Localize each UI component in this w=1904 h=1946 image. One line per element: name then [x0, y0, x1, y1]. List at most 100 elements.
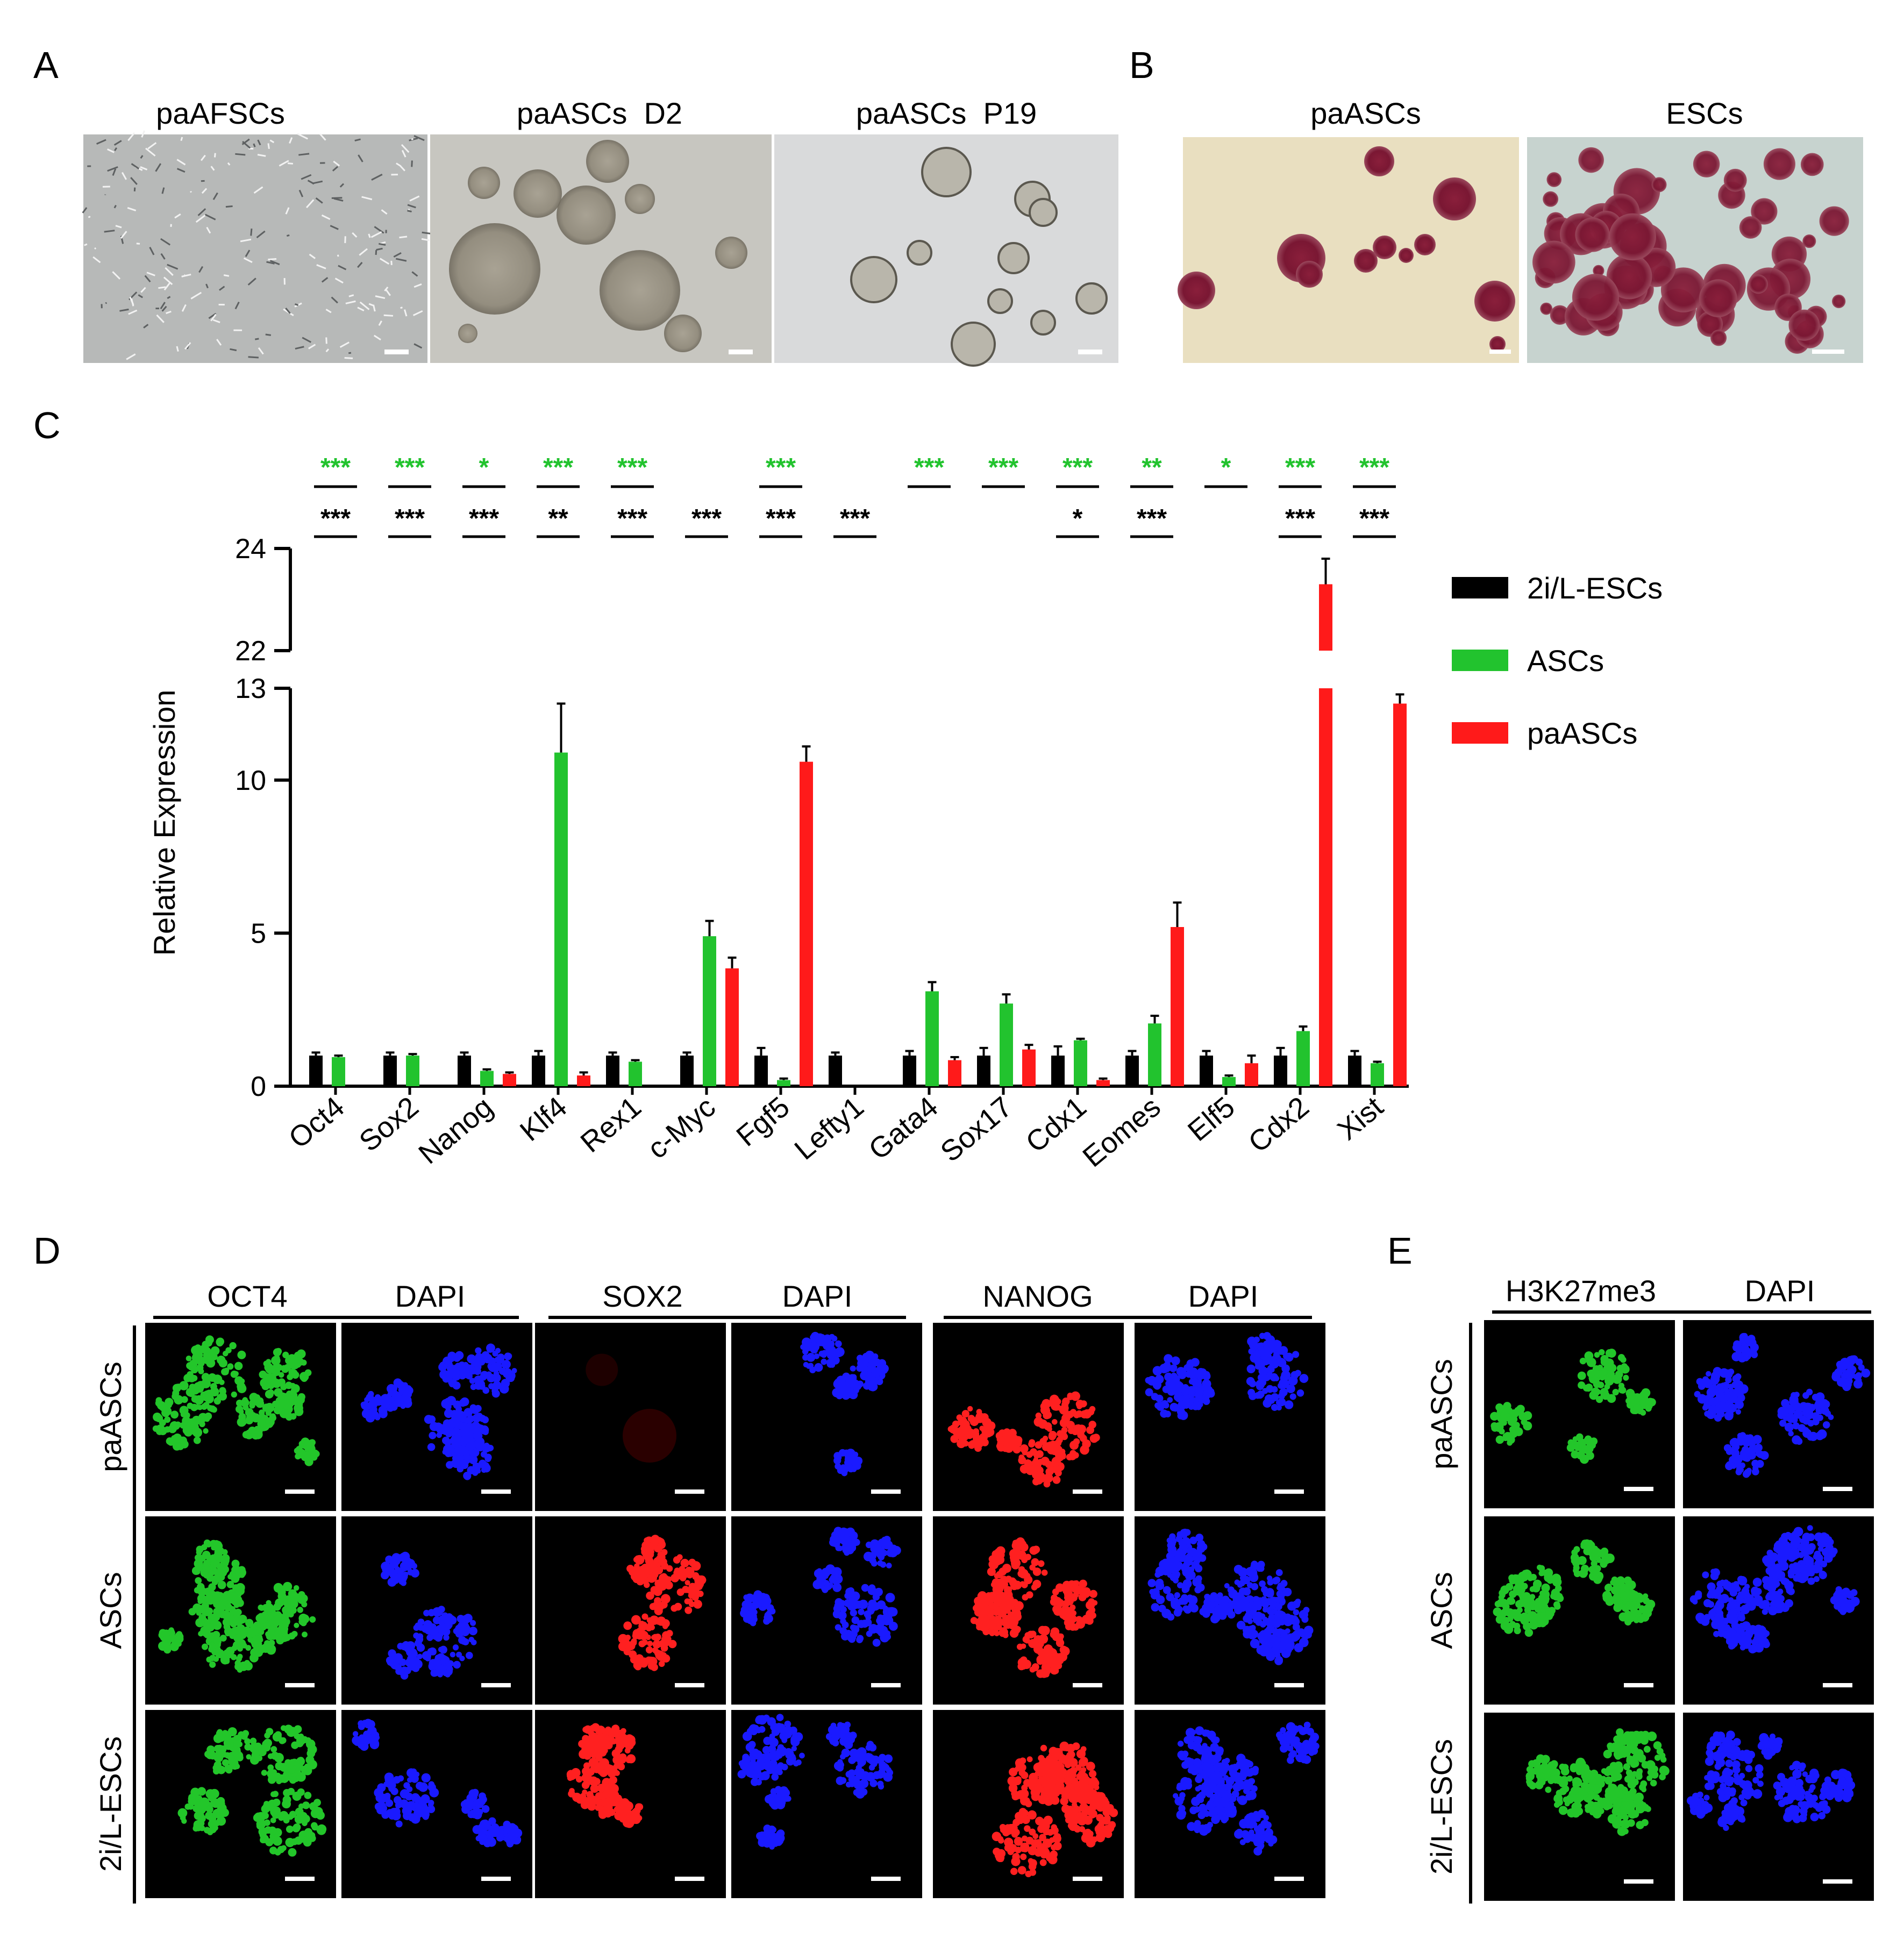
nucleus: [850, 1609, 858, 1617]
nucleus: [1292, 1623, 1300, 1631]
bar-paASCs: [725, 968, 739, 1086]
nucleus: [239, 1383, 246, 1390]
nucleus: [1276, 1405, 1282, 1411]
nucleus: [206, 1623, 215, 1632]
nucleus: [223, 1591, 232, 1601]
sig-green: ***: [766, 453, 796, 482]
cell-streak: [181, 273, 191, 277]
nucleus: [1175, 1385, 1181, 1391]
nucleus: [417, 1653, 423, 1659]
cell-streak: [181, 304, 187, 312]
nucleus: [604, 1741, 613, 1750]
cell-streak: [107, 166, 118, 172]
nucleus: [1256, 1565, 1263, 1572]
nucleus: [781, 1764, 788, 1771]
nucleus: [583, 1762, 590, 1770]
nucleus: [1202, 1379, 1211, 1389]
cell-streak: [325, 348, 330, 353]
ap-colony: [1532, 240, 1575, 284]
nucleus: [301, 1601, 308, 1608]
nucleus: [208, 1583, 216, 1591]
nucleus: [472, 1463, 481, 1471]
nucleus: [281, 1636, 288, 1642]
nucleus: [1275, 1400, 1282, 1406]
cell-streak: [308, 344, 316, 350]
bar-ASCs: [777, 1080, 790, 1086]
nucleus: [870, 1379, 876, 1386]
panel-letter-b: B: [1129, 44, 1154, 86]
nucleus: [785, 1751, 792, 1759]
nucleus: [1256, 1384, 1263, 1390]
nucleus: [162, 1629, 170, 1637]
nucleus: [634, 1803, 643, 1811]
bar-paASCs: [1245, 1063, 1258, 1086]
nucleus: [1065, 1597, 1074, 1606]
nucleus: [276, 1778, 282, 1785]
nucleus: [470, 1384, 477, 1391]
nucleus: [278, 1372, 284, 1378]
bar-2i/L-ESCs: [532, 1056, 545, 1086]
nucleus: [190, 1403, 198, 1412]
ap-colony: [1364, 146, 1394, 176]
nucleus: [1262, 1601, 1269, 1609]
nucleus: [641, 1639, 648, 1645]
nucleus: [1060, 1646, 1070, 1656]
nucleus: [174, 1423, 180, 1430]
nucleus: [1022, 1450, 1028, 1456]
ap-colony: [1373, 236, 1396, 259]
cell-streak: [371, 174, 383, 181]
nucleus: [615, 1794, 622, 1802]
nucleus: [215, 1649, 225, 1658]
nucleus: [231, 1391, 237, 1398]
nucleus: [981, 1604, 990, 1613]
nucleus: [674, 1602, 682, 1611]
nucleus: [242, 1431, 250, 1438]
nucleus: [613, 1763, 619, 1770]
nucleus: [278, 1815, 284, 1821]
nucleus: [1064, 1774, 1070, 1780]
nucleus: [634, 1563, 640, 1569]
nucleus: [1007, 1435, 1014, 1442]
nucleus: [249, 1737, 257, 1745]
nucleus: [196, 1549, 202, 1556]
sig-green: ***: [617, 453, 647, 482]
bar-ASCs: [1371, 1063, 1384, 1086]
nucleus: [386, 1384, 396, 1394]
nucleus: [258, 1644, 266, 1653]
nucleus: [214, 1820, 220, 1826]
ap-colony: [1606, 253, 1652, 300]
fibroblast-texture: [82, 130, 432, 360]
nucleus: [1181, 1564, 1190, 1573]
nucleus: [668, 1640, 677, 1649]
nucleus: [427, 1443, 436, 1451]
nucleus: [1051, 1457, 1061, 1466]
nucleus: [466, 1364, 475, 1374]
nucleus: [1026, 1591, 1033, 1599]
nucleus: [393, 1378, 402, 1387]
nucleus: [287, 1760, 295, 1768]
cell-streak: [359, 301, 370, 310]
nucleus: [1061, 1605, 1068, 1613]
nucleus: [842, 1621, 849, 1629]
sig-black: ***: [617, 504, 647, 533]
bar-2i/L-ESCs: [829, 1056, 842, 1086]
nucleus: [456, 1410, 466, 1421]
nucleus: [186, 1355, 192, 1362]
colony: [600, 250, 680, 331]
nucleus: [821, 1358, 828, 1365]
nucleus: [472, 1414, 481, 1423]
nucleus: [232, 1584, 240, 1592]
nucleus: [856, 1364, 864, 1372]
nucleus: [1006, 1843, 1011, 1849]
scale-bar: [481, 1489, 511, 1494]
cell-streak: [176, 168, 186, 173]
nucleus: [225, 1347, 232, 1353]
nucleus: [601, 1798, 609, 1807]
nucleus: [204, 1412, 212, 1420]
nucleus: [601, 1769, 608, 1777]
nucleus: [888, 1607, 898, 1617]
nucleus: [1262, 1388, 1268, 1394]
nucleus: [167, 1438, 175, 1446]
nucleus: [455, 1445, 465, 1455]
